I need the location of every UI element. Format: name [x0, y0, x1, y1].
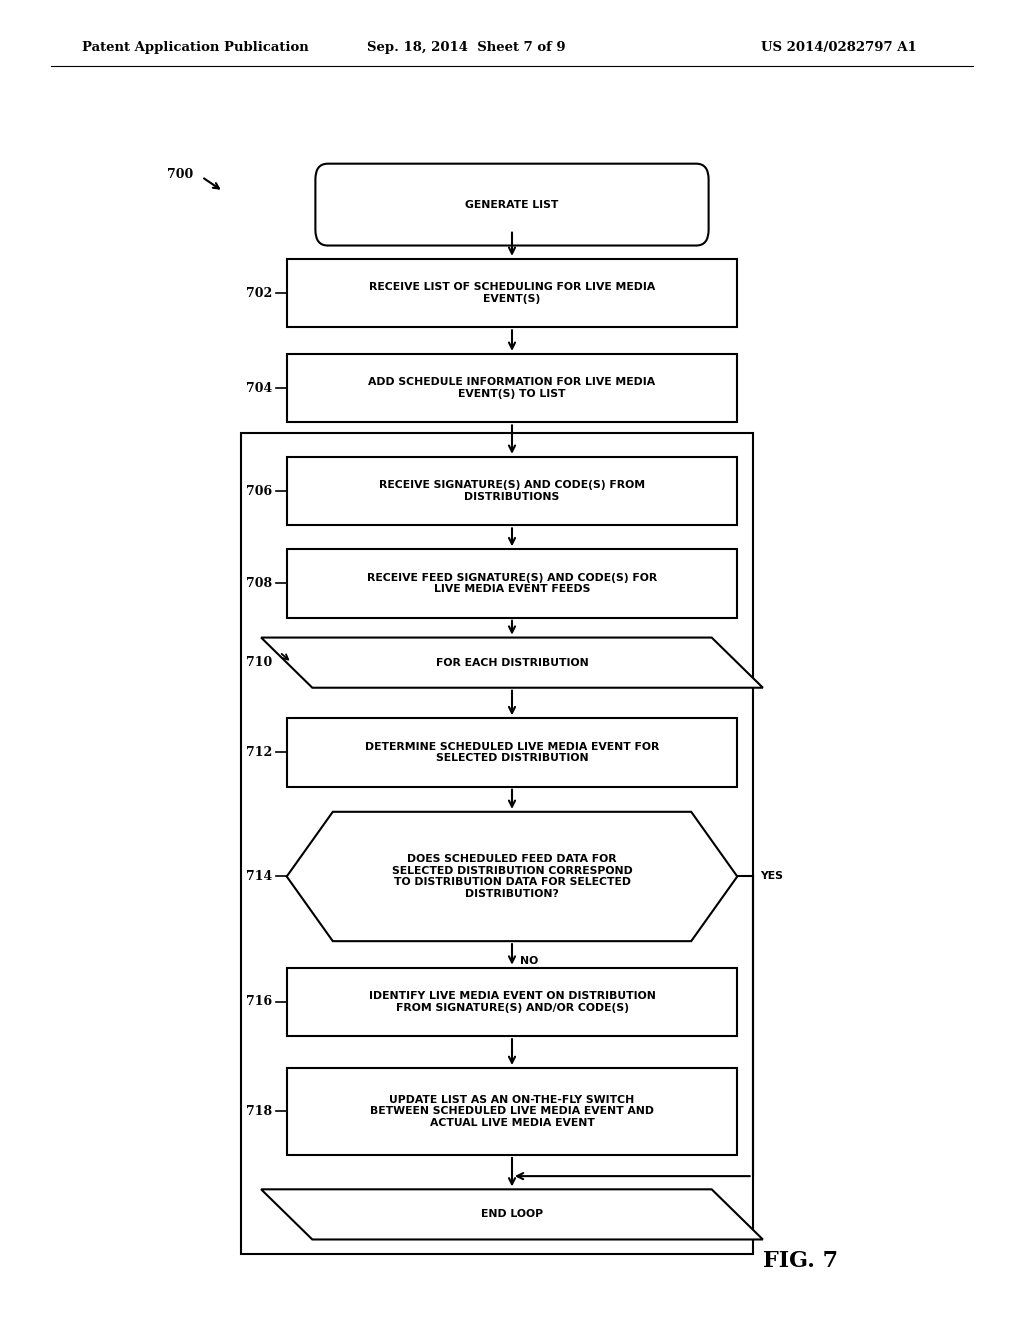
Text: Patent Application Publication: Patent Application Publication	[82, 41, 308, 54]
Polygon shape	[261, 1189, 763, 1239]
Text: FIG. 7: FIG. 7	[763, 1250, 838, 1271]
Bar	[287, 259, 737, 327]
Text: 704: 704	[246, 381, 272, 395]
Text: FOR EACH DISTRIBUTION: FOR EACH DISTRIBUTION	[435, 657, 589, 668]
Bar	[241, 433, 753, 1254]
Text: ADD SCHEDULE INFORMATION FOR LIVE MEDIA
EVENT(S) TO LIST: ADD SCHEDULE INFORMATION FOR LIVE MEDIA …	[369, 378, 655, 399]
Text: 710: 710	[246, 656, 272, 669]
Bar	[287, 718, 737, 787]
Bar	[287, 968, 737, 1036]
FancyBboxPatch shape	[315, 164, 709, 246]
Text: RECEIVE SIGNATURE(S) AND CODE(S) FROM
DISTRIBUTIONS: RECEIVE SIGNATURE(S) AND CODE(S) FROM DI…	[379, 480, 645, 502]
Text: US 2014/0282797 A1: US 2014/0282797 A1	[761, 41, 916, 54]
Text: YES: YES	[760, 871, 782, 882]
Text: UPDATE LIST AS AN ON-THE-FLY SWITCH
BETWEEN SCHEDULED LIVE MEDIA EVENT AND
ACTUA: UPDATE LIST AS AN ON-THE-FLY SWITCH BETW…	[370, 1094, 654, 1129]
Text: 706: 706	[246, 484, 272, 498]
Text: Sep. 18, 2014  Sheet 7 of 9: Sep. 18, 2014 Sheet 7 of 9	[367, 41, 565, 54]
Text: NO: NO	[520, 956, 539, 966]
Text: 708: 708	[246, 577, 272, 590]
Text: RECEIVE FEED SIGNATURE(S) AND CODE(S) FOR
LIVE MEDIA EVENT FEEDS: RECEIVE FEED SIGNATURE(S) AND CODE(S) FO…	[367, 573, 657, 594]
Text: 716: 716	[246, 995, 272, 1008]
Text: RECEIVE LIST OF SCHEDULING FOR LIVE MEDIA
EVENT(S): RECEIVE LIST OF SCHEDULING FOR LIVE MEDI…	[369, 282, 655, 304]
Text: IDENTIFY LIVE MEDIA EVENT ON DISTRIBUTION
FROM SIGNATURE(S) AND/OR CODE(S): IDENTIFY LIVE MEDIA EVENT ON DISTRIBUTIO…	[369, 991, 655, 1012]
Text: 712: 712	[246, 746, 272, 759]
Text: END LOOP: END LOOP	[481, 1209, 543, 1220]
Bar	[287, 354, 737, 422]
Bar	[287, 1068, 737, 1155]
Text: 714: 714	[246, 870, 272, 883]
Text: GENERATE LIST: GENERATE LIST	[465, 199, 559, 210]
Bar	[287, 549, 737, 618]
Bar	[287, 457, 737, 525]
Text: DOES SCHEDULED FEED DATA FOR
SELECTED DISTRIBUTION CORRESPOND
TO DISTRIBUTION DA: DOES SCHEDULED FEED DATA FOR SELECTED DI…	[391, 854, 633, 899]
Text: 702: 702	[246, 286, 272, 300]
Polygon shape	[261, 638, 763, 688]
Text: DETERMINE SCHEDULED LIVE MEDIA EVENT FOR
SELECTED DISTRIBUTION: DETERMINE SCHEDULED LIVE MEDIA EVENT FOR…	[365, 742, 659, 763]
Polygon shape	[287, 812, 737, 941]
Text: 718: 718	[246, 1105, 272, 1118]
Text: 700: 700	[167, 168, 194, 181]
